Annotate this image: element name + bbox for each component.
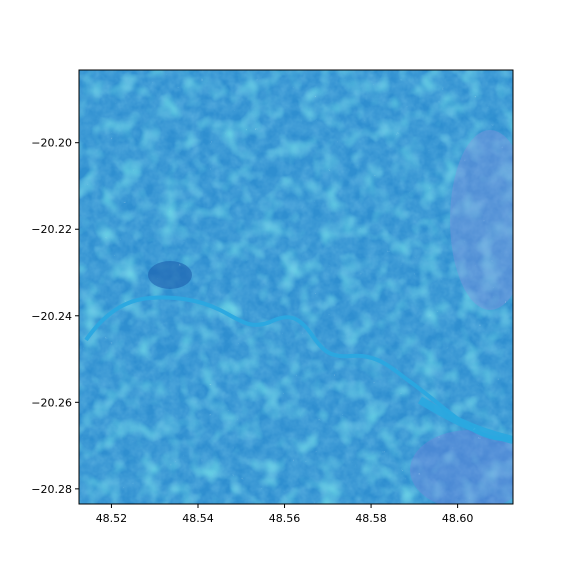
y-axis: −20.20 −20.22 −20.24 −20.26 −20.28 (31, 137, 79, 496)
satellite-image (79, 70, 513, 504)
x-tick-label: 48.52 (96, 512, 128, 525)
x-tick-label: 48.56 (269, 512, 301, 525)
x-tick-label: 48.54 (182, 512, 214, 525)
image-specks (79, 70, 513, 504)
x-tick-label: 48.58 (355, 512, 387, 525)
plot-frame (78, 69, 514, 505)
x-tick-label: 48.60 (442, 512, 474, 525)
y-tick-label: −20.22 (31, 223, 72, 236)
y-tick-label: −20.20 (31, 137, 72, 150)
y-tick-label: −20.26 (31, 396, 72, 409)
y-tick-label: −20.28 (31, 483, 72, 496)
x-axis: 48.52 48.54 48.56 48.58 48.60 (96, 504, 474, 525)
y-tick-label: −20.24 (31, 310, 72, 323)
